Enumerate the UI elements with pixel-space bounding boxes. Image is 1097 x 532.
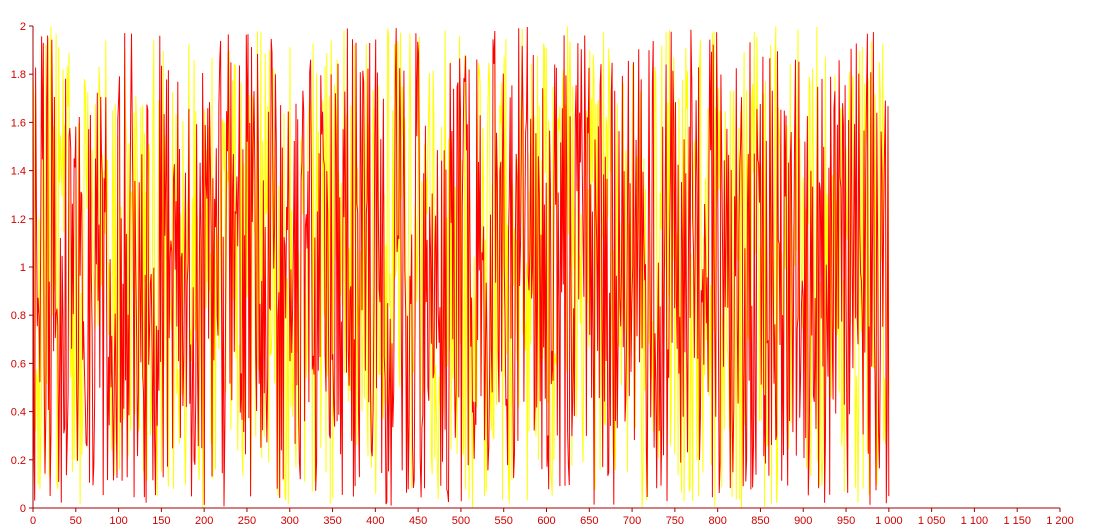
x-tick-label: 400: [366, 515, 384, 527]
x-tick-label: 900: [794, 515, 812, 527]
x-tick-label: 1 200: [1046, 515, 1074, 527]
x-tick-label: 250: [238, 515, 256, 527]
y-tick-label: 1.6: [11, 117, 26, 129]
x-tick-label: 850: [751, 515, 769, 527]
x-tick-label: 800: [708, 515, 726, 527]
x-tick-label: 1 000: [875, 515, 903, 527]
y-tick-label: 2: [20, 21, 26, 33]
x-tick-label: 1 150: [1003, 515, 1031, 527]
x-tick-label: 200: [195, 515, 213, 527]
y-tick-label: 1.4: [11, 166, 26, 178]
x-tick-label: 50: [70, 515, 82, 527]
y-tick-label: 0.2: [11, 455, 26, 467]
x-tick-label: 600: [537, 515, 555, 527]
x-tick-label: 750: [666, 515, 684, 527]
y-tick-label: 0.4: [11, 407, 26, 419]
x-tick-label: 1 100: [961, 515, 989, 527]
y-tick-label: 0.6: [11, 358, 26, 370]
x-tick-label: 0: [30, 515, 36, 527]
x-tick-label: 150: [152, 515, 170, 527]
x-tick-label: 450: [409, 515, 427, 527]
x-tick-label: 950: [837, 515, 855, 527]
x-tick-label: 550: [495, 515, 513, 527]
x-tick-label: 300: [281, 515, 299, 527]
x-tick-label: 100: [109, 515, 127, 527]
y-tick-label: 0: [20, 503, 26, 515]
y-tick-label: 1.2: [11, 214, 26, 226]
x-tick-label: 350: [323, 515, 341, 527]
x-tick-label: 500: [452, 515, 470, 527]
x-tick-label: 700: [623, 515, 641, 527]
y-tick-label: 0.8: [11, 310, 26, 322]
x-tick-label: 1 050: [918, 515, 946, 527]
y-tick-label: 1.8: [11, 69, 26, 81]
y-tick-label: 1: [20, 262, 26, 274]
x-tick-label: 650: [580, 515, 598, 527]
red-noise-series: [32, 26, 890, 507]
